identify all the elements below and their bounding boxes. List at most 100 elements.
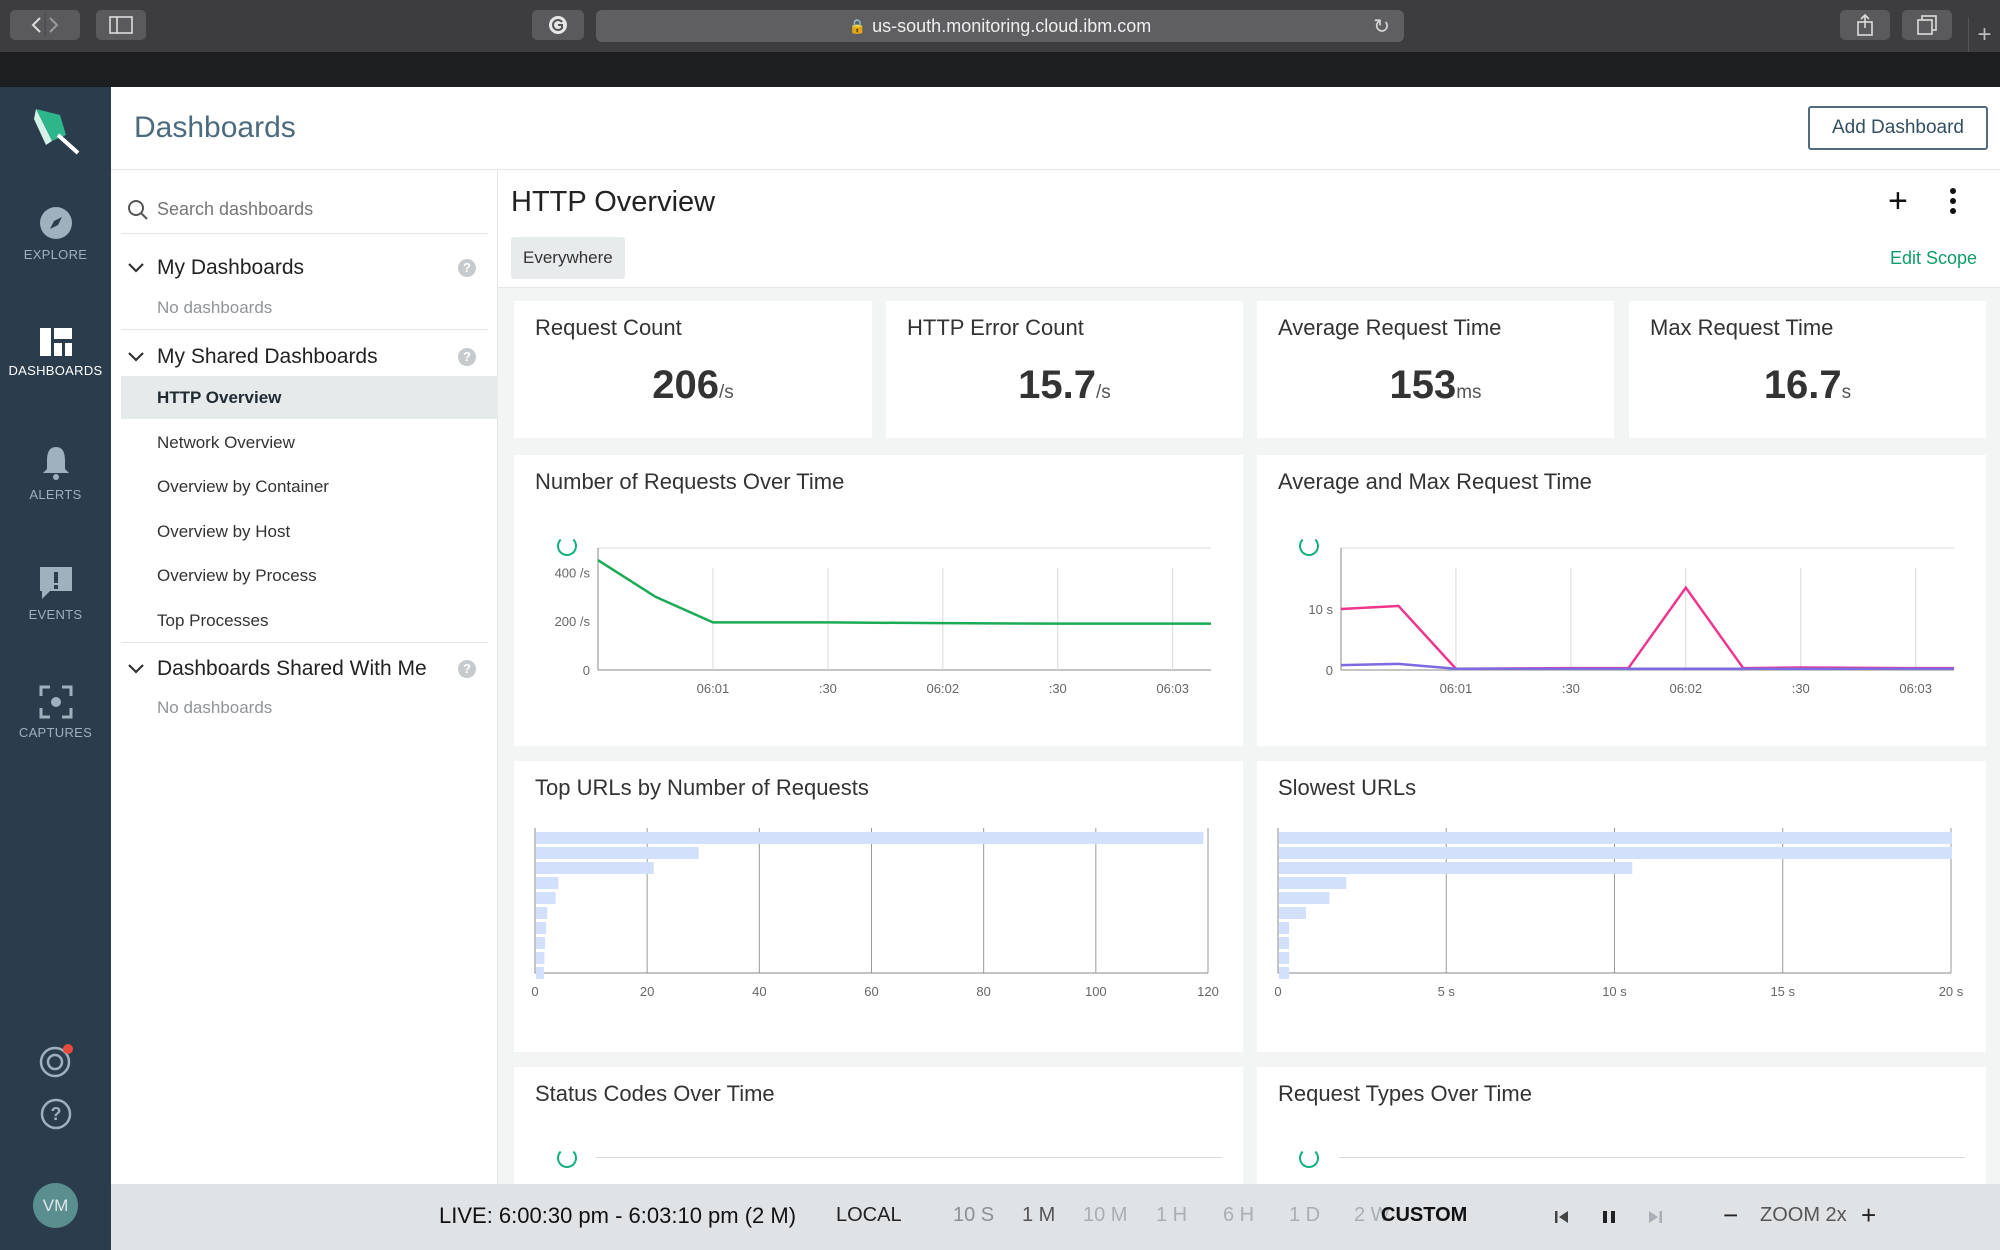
dashboard-item-overview-by-container[interactable]: Overview by Container — [157, 476, 329, 496]
url-text: us-south.monitoring.cloud.ibm.com — [872, 15, 1152, 36]
range-1h[interactable]: 1 H — [1156, 1204, 1188, 1226]
bar — [536, 847, 699, 859]
share-button[interactable] — [1840, 10, 1890, 40]
search-input[interactable] — [157, 199, 477, 220]
skip-forward-icon[interactable] — [1647, 1208, 1663, 1226]
nav-label-captures: CAPTURES — [18, 725, 93, 740]
nav-label-dashboards: DASHBOARDS — [8, 363, 103, 378]
section-my-shared-dashboards[interactable]: My Shared Dashboards ? — [121, 337, 488, 377]
dashboard-item-overview-by-host[interactable]: Overview by Host — [157, 521, 291, 541]
nav-label-alerts: ALERTS — [29, 487, 82, 502]
stat-panel-http-error-count: HTTP Error Count 15.7/s — [886, 301, 1243, 438]
range-6h[interactable]: 6 H — [1223, 1204, 1255, 1226]
series-line — [1340, 662, 1954, 671]
stat-unit: s — [1841, 382, 1852, 403]
bar — [1279, 967, 1290, 979]
dashboard-item-http-overview[interactable]: HTTP Overview — [121, 376, 498, 419]
section-shared-with-me[interactable]: Dashboards Shared With Me ? — [121, 649, 488, 689]
help-icon[interactable]: ? — [40, 1098, 72, 1130]
help-icon[interactable]: ? — [458, 259, 476, 277]
x-tick-label: 120 — [1197, 984, 1219, 999]
x-tick-label: 06:02 — [927, 681, 960, 696]
stat-unit: /s — [1096, 382, 1111, 403]
reload-icon[interactable]: ↻ — [1373, 16, 1390, 38]
stat-panel-average-request-time: Average Request Time 153ms — [1257, 301, 1614, 438]
bar — [1279, 952, 1290, 964]
range-2w[interactable]: 2 W — [1354, 1204, 1390, 1226]
zoom-level: ZOOM 2x — [1760, 1204, 1847, 1226]
nav-alerts[interactable]: ALERTS — [0, 445, 111, 502]
bar — [536, 952, 545, 964]
range-10s[interactable]: 10 S — [953, 1204, 995, 1226]
help-icon[interactable]: ? — [458, 348, 476, 366]
event-icon — [39, 567, 72, 599]
edit-scope-link[interactable]: Edit Scope — [1890, 248, 1978, 268]
stat-value: 206/s — [514, 363, 872, 408]
nav-events[interactable]: EVENTS — [0, 565, 111, 622]
zoom-out-button[interactable]: − — [1723, 1200, 1739, 1230]
divider — [121, 642, 488, 643]
more-options-icon[interactable] — [1948, 186, 1958, 216]
nav-dashboards[interactable]: DASHBOARDS — [0, 327, 111, 378]
panel-title: Request Count — [535, 315, 682, 340]
notifications-icon[interactable] — [38, 1043, 74, 1079]
back-button[interactable] — [10, 10, 80, 40]
bar — [1279, 862, 1633, 874]
panel-requests-over-time: Number of Requests Over Time 06:01:30 06:… — [514, 455, 1243, 746]
stat-number: 153 — [1389, 363, 1457, 407]
svg-text:?: ? — [51, 1104, 62, 1124]
search-box[interactable] — [121, 186, 488, 234]
top-urls-bar-chart: 0 20 40 60 80 100 120 — [531, 828, 1219, 999]
panel-top-urls: Top URLs by Number of Requests 0 20 40 60 80… — [514, 761, 1243, 1052]
tabs-button[interactable] — [1902, 10, 1952, 40]
dashboard-header: HTTP Overview + Everywhere Edit Scope — [498, 170, 2000, 288]
x-tick-label: 20 s — [1939, 984, 1964, 999]
sidebar-toggle-button[interactable] — [96, 10, 146, 40]
zoom-in-button[interactable]: + — [1861, 1200, 1877, 1230]
x-tick-label: 0 — [531, 984, 538, 999]
panel-slowest-urls: Slowest URLs 0 5 s 10 s 15 s 20 s — [1257, 761, 1986, 1052]
bar — [1279, 892, 1330, 904]
avatar[interactable]: VM — [33, 1183, 78, 1228]
x-tick-label: 100 — [1085, 984, 1107, 999]
skip-back-icon[interactable] — [1554, 1208, 1570, 1226]
requests-line-chart: 06:01:30 06:02:30 06:03 0 200 /s 400 /s — [555, 547, 1211, 696]
x-tick-label: 40 — [752, 984, 766, 999]
help-icon[interactable]: ? — [458, 660, 476, 678]
x-tick-label: :30 — [1049, 681, 1067, 696]
y-tick-label: 10 s — [1308, 602, 1333, 617]
slowest-urls-bar-chart: 0 5 s 10 s 15 s 20 s — [1274, 828, 1964, 999]
left-navigation: EXPLORE DASHBOARDS ALERTS EVENTS CAPTURE… — [0, 87, 111, 1250]
range-1m[interactable]: 1 M — [1022, 1204, 1056, 1226]
stat-number: 16.7 — [1763, 363, 1842, 407]
dashboard-item-overview-by-process[interactable]: Overview by Process — [157, 565, 317, 585]
new-tab-button[interactable]: + — [1968, 17, 2000, 52]
bar — [536, 832, 1204, 844]
add-panel-icon[interactable]: + — [1888, 182, 1908, 220]
bar — [1279, 832, 1952, 844]
url-bar[interactable]: 🔒 us-south.monitoring.cloud.ibm.com ↻ — [596, 10, 1404, 42]
bar — [1279, 937, 1290, 949]
section-my-dashboards[interactable]: My Dashboards ? — [121, 248, 488, 288]
panel-title: HTTP Error Count — [907, 315, 1084, 340]
range-10m[interactable]: 10 M — [1083, 1204, 1128, 1226]
range-1d[interactable]: 1 D — [1289, 1204, 1321, 1226]
shield-button[interactable] — [532, 10, 584, 40]
bar — [536, 937, 545, 949]
dashboard-item-network-overview[interactable]: Network Overview — [157, 432, 295, 452]
dashboard-item-top-processes[interactable]: Top Processes — [157, 610, 269, 630]
panel-title: Status Codes Over Time — [535, 1081, 775, 1106]
pause-icon[interactable] — [1601, 1208, 1617, 1226]
x-tick-label: 06:03 — [1156, 681, 1189, 696]
x-tick-label: 5 s — [1438, 984, 1456, 999]
bar — [1279, 922, 1290, 934]
nav-explore[interactable]: EXPLORE — [0, 205, 111, 262]
timezone-local[interactable]: LOCAL — [836, 1204, 902, 1226]
range-custom[interactable]: CUSTOM — [1381, 1204, 1468, 1226]
scope-chip[interactable]: Everywhere — [511, 237, 625, 279]
request-time-line-chart: 06:01:30 06:02:30 06:03 0 10 s — [1308, 547, 1954, 696]
add-dashboard-button[interactable]: Add Dashboard — [1808, 106, 1988, 150]
live-time-range[interactable]: LIVE: 6:00:30 pm - 6:03:10 pm (2 M) — [439, 1203, 797, 1228]
nav-captures[interactable]: CAPTURES — [0, 685, 111, 740]
stat-number: 15.7 — [1018, 363, 1097, 407]
